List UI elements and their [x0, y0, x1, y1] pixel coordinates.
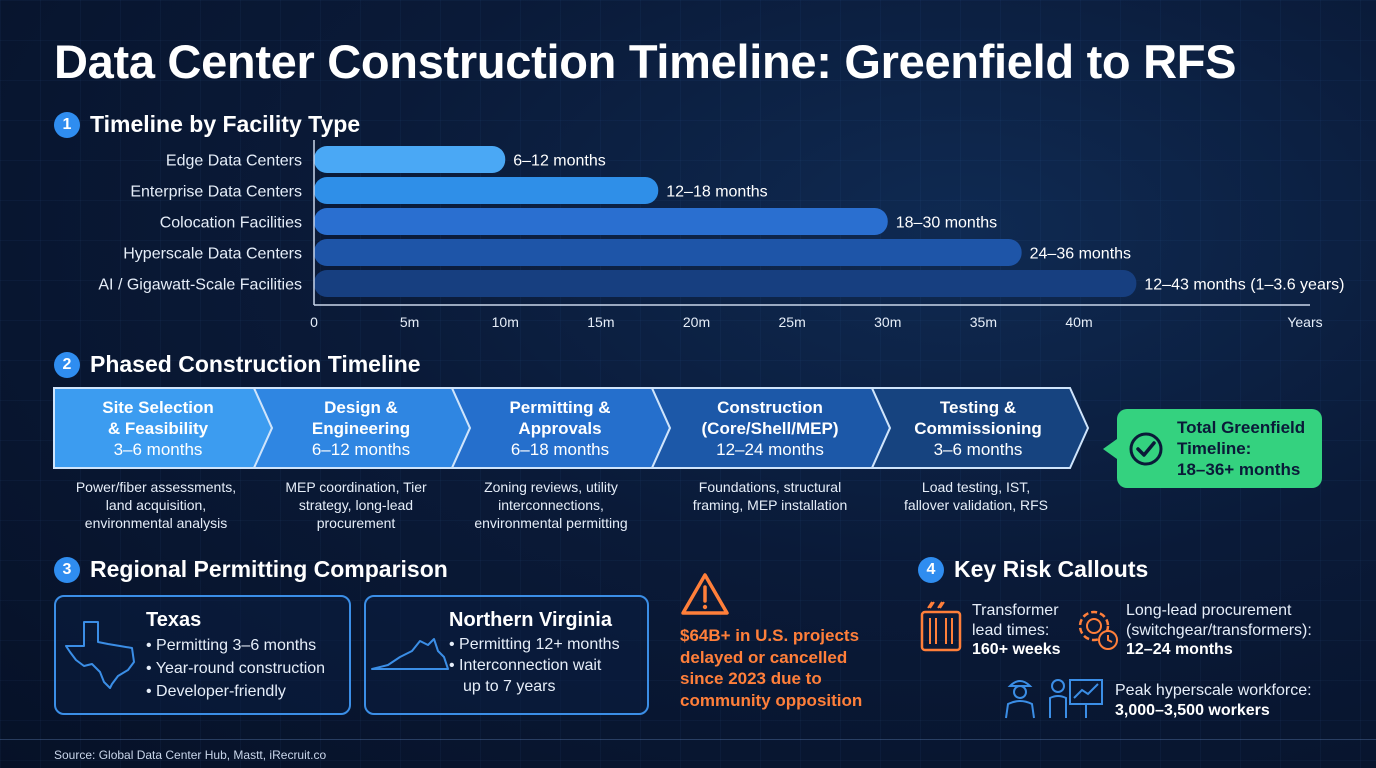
section-4-badge: 4	[918, 556, 944, 583]
texas-item: Year-round construction	[146, 657, 325, 680]
phase-5-title-line1: Testing &	[939, 398, 1017, 417]
category-label: AI / Gigawatt-Scale Facilities	[98, 277, 302, 294]
virginia-map-icon	[371, 638, 449, 670]
x-tick-label: 35m	[970, 314, 997, 330]
phase-2-label: Design & Engineering 6–12 months	[265, 397, 457, 460]
phase-1-description: Power/fiber assessments, land acquisition…	[75, 479, 237, 531]
x-tick-label: 10m	[492, 314, 519, 330]
bar	[314, 208, 888, 235]
phase-3-title-line1: Permitting &	[509, 398, 611, 417]
virginia-item: up to 7 years	[463, 678, 556, 695]
phase-2-duration: 6–12 months	[311, 440, 411, 459]
x-tick-label: 30m	[874, 314, 901, 330]
phase-2-description: MEP coordination, Tier strategy, long-lea…	[285, 479, 427, 531]
bar	[314, 270, 1137, 297]
virginia-item: Permitting 12+ months	[449, 634, 620, 655]
total-timeline-text: Total Greenfield Timeline: 18–36+ months	[1177, 418, 1306, 479]
texas-map-icon	[65, 621, 135, 689]
phase-3-duration: 6–18 months	[510, 440, 610, 459]
category-label: Colocation Facilities	[160, 215, 302, 232]
page-title: Data Center Construction Timeline: Green…	[54, 35, 1237, 88]
phase-3-label: Permitting & Approvals 6–18 months	[462, 397, 658, 460]
x-tick-label: 25m	[779, 314, 806, 330]
section-2-header: 2 Phased Construction Timeline	[54, 351, 421, 378]
bar	[314, 177, 659, 204]
total-timeline-callout: Total Greenfield Timeline: 18–36+ months	[1103, 409, 1322, 488]
phase-4-title-line1: Construction	[717, 398, 823, 417]
texas-item: Permitting 3–6 months	[146, 634, 325, 657]
phase-1-title-line1: Site Selection	[102, 398, 214, 417]
bar-data-label: 12–43 months (1–3.6 years)	[1144, 277, 1344, 294]
section-3-badge: 3	[54, 556, 80, 583]
gear-clock-icon	[1078, 610, 1118, 650]
phase-3-title-line2: Approvals	[518, 419, 602, 438]
check-circle-icon	[1129, 432, 1163, 465]
section-3-title: Regional Permitting Comparison	[90, 556, 448, 582]
bar	[314, 239, 1022, 266]
texas-title: Texas	[146, 609, 202, 631]
footer-divider	[0, 739, 1376, 740]
phase-4-title-line2: (Core/Shell/MEP)	[701, 419, 839, 438]
bar-data-label: 6–12 months	[513, 153, 606, 170]
phase-3-description: Zoning reviews, utility interconnections,…	[474, 479, 628, 531]
section-2-title: Phased Construction Timeline	[90, 351, 421, 377]
community-opposition-warning: $64B+ in U.S. projects delayed or cancel…	[680, 626, 863, 710]
x-axis-label: Years	[1287, 314, 1322, 330]
workforce-risk: Peak hyperscale workforce: 3,000–3,500 w…	[1115, 682, 1312, 719]
phase-4-label: Construction (Core/Shell/MEP) 12–24 mont…	[662, 397, 878, 460]
bar-data-label: 24–36 months	[1030, 246, 1131, 263]
virginia-list: Permitting 12+ months Interconnection wa…	[449, 634, 620, 697]
section-2-badge: 2	[54, 351, 80, 378]
phase-4-description: Foundations, structural framing, MEP inst…	[692, 479, 848, 513]
category-label: Enterprise Data Centers	[130, 184, 302, 201]
phase-4-duration: 12–24 months	[716, 440, 824, 459]
section-3-header: 3 Regional Permitting Comparison	[54, 556, 448, 583]
workers-icon	[1005, 679, 1103, 719]
x-tick-label: 20m	[683, 314, 710, 330]
bar	[314, 146, 506, 173]
section-4-title: Key Risk Callouts	[954, 556, 1149, 582]
phase-2-title-line2: Engineering	[311, 419, 411, 438]
x-tick-label: 0	[310, 314, 318, 330]
section-1-header: 1 Timeline by Facility Type	[54, 111, 360, 138]
texas-item: Developer-friendly	[146, 680, 325, 703]
virginia-item: Interconnection wait	[449, 655, 620, 676]
bar-data-label: 18–30 months	[896, 215, 997, 232]
category-label: Hyperscale Data Centers	[123, 246, 302, 263]
source-note: Source: Global Data Center Hub, Mastt, i…	[54, 748, 327, 762]
texas-list: Permitting 3–6 months Year-round constru…	[146, 634, 325, 703]
phase-5-title-line2: Commissioning	[914, 419, 1042, 438]
phase-arrow-5	[870, 387, 1090, 469]
bar-data-label: 12–18 months	[666, 184, 767, 201]
virginia-title: Northern Virginia	[449, 609, 612, 631]
section-1-title: Timeline by Facility Type	[90, 111, 361, 137]
category-label: Edge Data Centers	[166, 153, 302, 170]
procurement-risk: Long-lead procurement (switchgear/transf…	[1126, 602, 1312, 658]
phase-1-duration: 3–6 months	[113, 440, 203, 459]
phase-2-title-line1: Design &	[324, 398, 398, 417]
phase-5-description: Load testing, IST, fallover validation, R…	[904, 479, 1048, 513]
phase-5-label: Testing & Commissioning 3–6 months	[882, 397, 1074, 460]
section-1-badge: 1	[54, 111, 80, 138]
phase-1-title-line2: & Feasibility	[107, 419, 209, 438]
transformer-icon	[920, 601, 962, 652]
x-tick-label: 15m	[587, 314, 614, 330]
transformer-risk: Transformer lead times: 160+ weeks	[972, 602, 1061, 658]
facility-timeline-chart: Edge Data Centers 6–12 months Enterprise D…	[98, 140, 1345, 330]
phase-5-duration: 3–6 months	[933, 440, 1023, 459]
x-tick-label: 5m	[400, 314, 419, 330]
warning-triangle-icon	[681, 573, 729, 615]
phase-1-label: Site Selection & Feasibility 3–6 months	[60, 397, 256, 460]
x-tick-label: 40m	[1065, 314, 1092, 330]
section-4-header: 4 Key Risk Callouts	[918, 556, 1148, 583]
